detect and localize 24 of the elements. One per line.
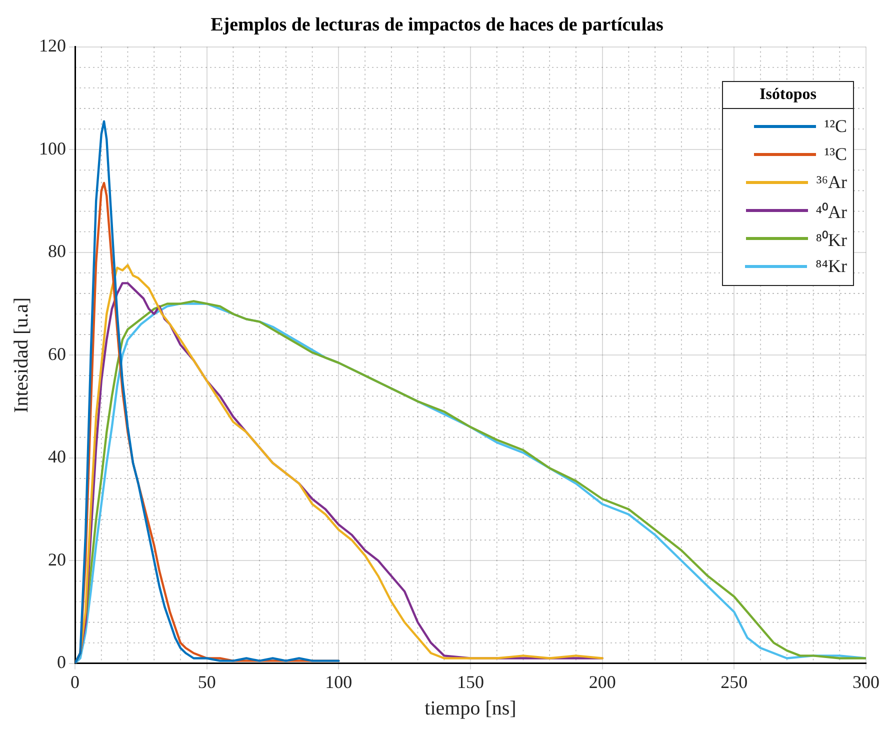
y-tick-label: 60 — [48, 344, 66, 364]
x-tick-label: 300 — [852, 672, 880, 692]
legend-label: ⁸⁰Kr — [816, 228, 847, 251]
x-tick-label: 100 — [325, 672, 352, 692]
x-tick-label: 200 — [588, 672, 616, 692]
x-axis-title: tiempo [ns] — [424, 697, 516, 720]
y-axis-title: Intesidad [u.a] — [10, 297, 32, 413]
y-tick-label: 40 — [48, 446, 66, 467]
legend-label: ⁸⁴Kr — [815, 256, 847, 278]
x-tick-label: 250 — [720, 672, 748, 692]
legend-label: ³⁶Ar — [816, 172, 847, 194]
x-tick-label: 0 — [70, 672, 80, 692]
legend-label: ¹²C — [824, 116, 847, 138]
legend-label: ¹³C — [824, 144, 847, 166]
chart-title: Ejemplos de lecturas de impactos de haces de partículas — [210, 14, 664, 36]
legend-title: Isótopos — [723, 82, 853, 109]
y-tick-label: 120 — [39, 36, 66, 56]
y-tick-label: 100 — [39, 138, 66, 158]
legend-label: ⁴⁰Ar — [816, 200, 847, 223]
x-tick-label: 50 — [198, 672, 216, 692]
y-tick-label: 0 — [57, 652, 66, 672]
y-tick-label: 20 — [48, 549, 66, 570]
x-tick-label: 150 — [457, 672, 484, 692]
y-tick-label: 80 — [48, 241, 66, 262]
